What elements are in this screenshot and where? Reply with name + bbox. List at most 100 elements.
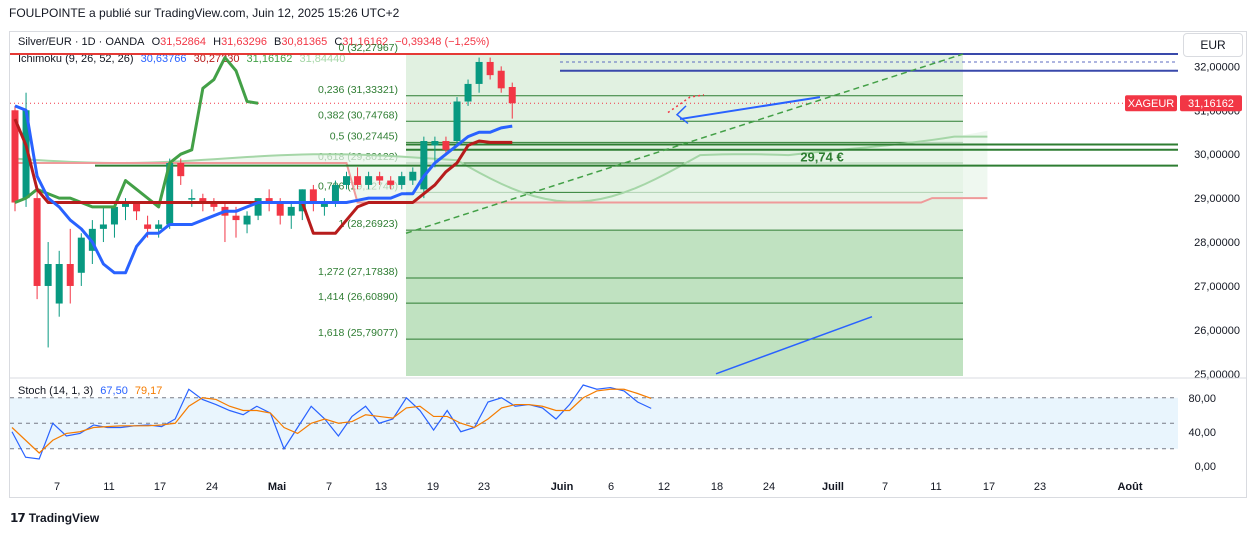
candle-body: [210, 202, 218, 207]
y-tick-label: 26,00000: [1194, 325, 1240, 337]
candle-body: [497, 70, 505, 89]
candle-body: [420, 141, 428, 190]
x-tick-label: 13: [375, 481, 387, 493]
candle-body: [155, 224, 163, 229]
candle-body: [442, 141, 450, 150]
stoch-k-value: 67,50: [100, 385, 128, 397]
x-tick-label: 7: [326, 481, 332, 493]
stoch-y-tick-label: 40,00: [1188, 427, 1216, 439]
candle-body: [11, 110, 19, 203]
x-tick-label: 11: [930, 481, 941, 493]
candle-body: [199, 198, 207, 203]
ichimoku-v3: 31,16162: [246, 53, 293, 65]
ichimoku-legend: Ichimoku (9, 26, 52, 26) 30,63766 30,272…: [18, 53, 349, 65]
fib-label: 1 (28,26923): [338, 218, 398, 230]
x-tick-label: 17: [154, 481, 166, 493]
open-label: O: [151, 36, 161, 48]
candle-body: [133, 202, 141, 212]
fib-label: 0,5 (30,27445): [330, 130, 398, 142]
x-tick-label: 7: [882, 481, 888, 493]
low-value: 30,81365: [281, 36, 328, 48]
candle-body: [265, 198, 273, 203]
x-tick-label: 24: [763, 481, 775, 493]
candle-body: [398, 176, 406, 185]
change-value: −0,39348 (−1,25%): [395, 36, 490, 48]
stoch-legend: Stoch (14, 1, 3) 67,50 79,17: [18, 385, 166, 397]
candle-body: [276, 202, 284, 216]
stoch-y-tick-label: 0,00: [1195, 461, 1216, 473]
candle-body: [343, 176, 350, 185]
candle-body: [475, 61, 483, 84]
candle-body: [320, 202, 328, 207]
symbol-legend: Silver/EUR · 1D · OANDA O31,52864 H31,63…: [18, 36, 493, 48]
fib-label: 1,618 (25,79077): [318, 327, 398, 339]
symbol-tag: XAGEUR: [1128, 98, 1175, 110]
close-value: 31,16162: [342, 36, 389, 48]
fib-label: 0 (32,27967): [338, 42, 398, 54]
x-tick-label: Mai: [268, 481, 286, 493]
candle-body: [144, 224, 152, 229]
trend-line-dashed: [405, 53, 964, 234]
symbol-name[interactable]: Silver/EUR · 1D · OANDA: [18, 36, 145, 48]
x-tick-label: Juin: [551, 481, 574, 493]
x-tick-label: 17: [983, 481, 995, 493]
arrow-head: [675, 105, 689, 125]
stoch-k-line: [11, 384, 652, 460]
candle-body: [232, 215, 240, 221]
candle-body: [254, 198, 262, 216]
candle-body: [387, 180, 395, 185]
x-tick-label: Juill: [822, 481, 844, 493]
candle-body: [44, 264, 52, 286]
stoch-name[interactable]: Stoch (14, 1, 3): [18, 385, 94, 397]
candle-body: [99, 224, 107, 229]
high-value: 31,63296: [221, 36, 267, 48]
fib-label: 1,414 (26,60890): [318, 291, 398, 303]
ichimoku-name[interactable]: Ichimoku (9, 26, 52, 26): [18, 53, 134, 65]
senkou-span-a: [14, 135, 988, 203]
y-tick-label: 25,00000: [1194, 369, 1240, 381]
close-label: C: [334, 36, 343, 48]
candle-body: [177, 162, 185, 177]
candle-body: [243, 215, 251, 225]
currency-button[interactable]: EUR: [1183, 33, 1243, 57]
x-tick-label: 23: [1034, 481, 1046, 493]
y-tick-label: 29,00000: [1194, 193, 1240, 205]
candle-body: [431, 141, 439, 146]
open-value: 31,52864: [160, 36, 207, 48]
x-tick-label: Août: [1117, 481, 1142, 493]
candle-body: [287, 206, 295, 216]
candle-body: [409, 171, 417, 181]
candle-body: [77, 237, 85, 273]
candle-body: [486, 61, 494, 76]
candle-body: [166, 162, 174, 225]
candle-body: [376, 176, 384, 181]
tradingview-logo-icon: 𝟭𝟳: [10, 511, 26, 525]
symbol-tag-bg: [1125, 95, 1177, 112]
x-tick-label: 23: [478, 481, 490, 493]
candle-body: [453, 101, 461, 142]
x-tick-label: 6: [608, 481, 614, 493]
support-level-label: 29,74 €: [800, 150, 843, 165]
candle-body: [331, 184, 339, 203]
ichimoku-v4: 31,84440: [299, 53, 346, 65]
projection-red: [667, 94, 705, 114]
ichimoku-v1: 30,63766: [140, 53, 187, 65]
high-label: H: [213, 36, 222, 48]
low-label: B: [274, 36, 282, 48]
candle-body: [354, 176, 362, 185]
price-tag-bg: [1180, 95, 1242, 112]
projection-line-blue: [679, 96, 821, 121]
stoch-d-line: [11, 388, 652, 454]
chart-frame: [9, 31, 1247, 498]
y-tick-label: 27,00000: [1194, 281, 1240, 293]
candle-body: [365, 176, 373, 185]
x-tick-label: 18: [711, 481, 723, 493]
projection-arrow-line: [715, 316, 873, 375]
candle-body: [55, 264, 63, 304]
y-tick-label: 32,00000: [1194, 61, 1240, 73]
publisher-line: FOULPOINTE a publié sur TradingView.com,…: [9, 6, 400, 20]
y-tick-label: 30,00000: [1194, 149, 1240, 161]
candle-body: [110, 206, 118, 225]
candle-body: [122, 202, 129, 207]
